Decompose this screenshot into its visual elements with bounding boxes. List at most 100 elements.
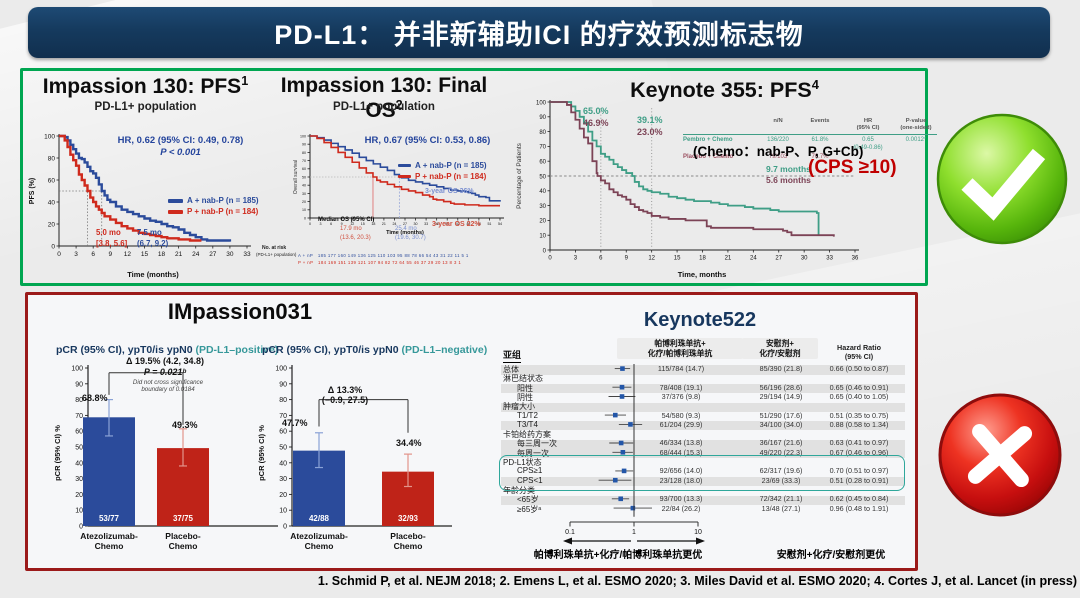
forest-cell: 93/700 (13.3) [659,494,703,504]
svg-text:30: 30 [75,476,83,483]
impassion130-pfs-subtitle: PD-L1+ population [94,101,197,113]
table-header: HR (95% CI) [841,118,895,135]
forest-cell: 78/408 (19.1) [659,382,703,392]
svg-text:0: 0 [543,248,547,254]
svg-text:33: 33 [424,222,428,226]
forest-subgroup-label: T1/T2 [517,410,538,420]
svg-text:Chemo: Chemo [394,541,423,551]
pdl1-highlight-box [499,455,905,491]
svg-text:10: 10 [75,508,83,515]
svg-text:90: 90 [539,115,546,121]
forest-cell: 23/69 (33.3) [761,475,801,485]
svg-text:50: 50 [279,445,287,452]
table-cell [895,152,937,162]
svg-text:10: 10 [279,508,287,515]
cps-label: (CPS ≥10) [808,157,897,178]
median-annotation: 5.6 months [766,175,811,185]
table-cell: 76.7% [811,154,829,161]
svg-text:36: 36 [852,256,859,262]
table-header [683,118,757,135]
panel-title-sup: 4 [811,77,819,92]
svg-text:Chemo: Chemo [95,541,124,551]
svg-text:3: 3 [320,222,322,226]
forest-cell: 0.66 (0.50 to 0.87) [829,364,889,373]
svg-text:40: 40 [48,199,56,206]
forest-cell: 85/390 (21.8) [759,364,803,373]
svg-text:30: 30 [226,251,234,258]
y-axis-label: Overall survival [293,160,299,194]
svg-text:45: 45 [466,222,470,226]
svg-text:0: 0 [304,216,306,220]
svg-text:42: 42 [456,222,460,226]
svg-text:24: 24 [392,222,396,226]
svg-text:21: 21 [382,222,386,226]
forest-subgroup-label: T3/T4 [517,419,538,429]
3yr-os-annotation: 3-year OS 36% [425,188,474,195]
legend-label: P + nab-P (n = 184) [187,207,259,216]
svg-text:Placebo-: Placebo- [390,531,426,541]
table-row-name: Placebo + Chemo [683,154,734,161]
delta-annotation: Δ 19.5% (4.2, 34.8) [125,356,204,366]
svg-text:48: 48 [477,222,481,226]
svg-text:30: 30 [539,204,546,210]
svg-text:Placebo-: Placebo- [165,531,201,541]
svg-text:70: 70 [539,145,546,151]
svg-text:60: 60 [279,429,287,436]
significance-note: Did not cross significance boundary of 0… [132,379,204,393]
svg-text:21: 21 [725,256,732,262]
median-annotation: 5.0 mo [3.8, 5.6] [96,228,128,249]
impassion130-os-title: Impassion 130: Final OS2 [260,74,508,123]
svg-text:12: 12 [350,222,354,226]
forest-subgroup-label: CPS<1 [517,475,543,485]
3yr-os-annotation: 3-year OS 22% [432,221,481,228]
forest-cell: 0.96 (0.48 to 1.91) [829,503,889,513]
forest-cell: 0.70 (0.51 to 0.97) [829,466,889,476]
footer-citation: 1. Schmid P, et al. NEJM 2018; 2. Emens … [317,574,1077,588]
svg-text:30: 30 [801,256,808,262]
svg-text:18: 18 [371,222,375,226]
bar-pct-label: 34.4% [396,438,422,448]
forest-footer-left: 帕博利珠单抗+化疗/帕博利珠单抗更优 [533,550,703,561]
svg-text:37/75: 37/75 [173,514,194,523]
svg-text:9: 9 [625,256,629,262]
svg-text:100: 100 [300,134,306,138]
svg-text:9: 9 [341,222,343,226]
forest-subgroup-header: 亚组 [503,348,522,363]
legend-swatch [398,163,411,168]
svg-text:6: 6 [599,256,603,262]
median-annotation: 17.9 mo (13.6, 20.3) [340,226,371,241]
forest-subgroup-label: 肿瘤大小 [503,402,535,412]
forest-cell: 49/220 (22.3) [759,447,803,457]
forest-cell: 54/580 (9.3) [661,410,701,420]
risk-table-subtitle: (PD-L1+ population) [256,252,297,257]
forest-cell: 51/290 (17.6) [759,410,803,420]
svg-text:60: 60 [75,429,83,436]
bar-chart-title: pCR (95% CI), ypT0/is ypN0 (PD-L1–positi… [56,344,278,356]
row-band [501,495,905,505]
svg-text:40: 40 [539,189,546,195]
legend-label: P + nab-P (n = 184) [415,172,487,181]
svg-text:0: 0 [309,222,311,226]
svg-text:80: 80 [48,155,56,162]
forest-placebo-header: 安慰剂+ 化疗/安慰剂 [742,338,818,360]
svg-text:60: 60 [48,177,56,184]
svg-text:40: 40 [75,460,83,467]
forest-cell: 92/656 (14.0) [659,466,703,476]
svg-text:15: 15 [674,256,681,262]
x-axis-label: Time (months) [386,230,424,236]
forest-cell: 0.65 (0.46 to 0.91) [829,382,889,392]
impassion031-neg-chart: pCR (95% CI) % 0 10 20 30 40 50 60 70 80 90 100 42/… [257,365,452,551]
forest-subgroup-label: 每周一次 [517,448,549,458]
bar-title-tag: (PD-L1–negative) [401,344,488,356]
table-header: P-value (one-sided) [895,118,937,135]
forest-subgroup-label: 每三周一次 [517,439,557,449]
svg-text:Atezolizumab-: Atezolizumab- [80,531,138,541]
svg-text:20: 20 [48,221,56,228]
table-header: n/N [757,118,799,135]
svg-text:70: 70 [279,413,287,420]
impassion130-os-subtitle: PD-L1+ population [333,101,435,113]
forest-cell: 0.65 (0.40 to 1.05) [829,391,889,401]
forest-subgroup-label: 阳性 [517,383,533,393]
impassion130-pfs-chart: PFS (%) Time (months) 0 3 6 9 12 15 18 21 24 27 30… [29,133,251,279]
